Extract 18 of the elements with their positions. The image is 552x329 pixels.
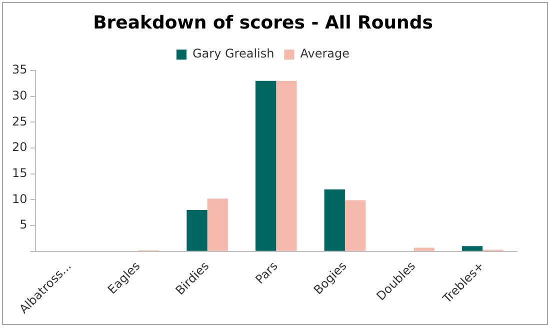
y-tick-label: 25 — [12, 114, 28, 128]
bar — [414, 248, 434, 251]
bar — [324, 189, 345, 251]
y-tick-label: 5 — [20, 218, 28, 232]
bar — [462, 246, 483, 251]
chart-title: Breakdown of scores - All Rounds — [93, 12, 433, 34]
y-tick-label: 15 — [12, 166, 28, 180]
y-tick-label: 35 — [12, 62, 28, 77]
bar — [276, 80, 297, 251]
bar — [344, 200, 366, 251]
bar — [207, 198, 228, 251]
bar — [186, 210, 208, 251]
legend-label: Gary Grealish — [192, 46, 274, 61]
y-tick-label: 30 — [12, 88, 28, 103]
y-tick-label: 10 — [12, 192, 28, 206]
bar — [255, 80, 276, 251]
legend-label: Average — [300, 46, 350, 61]
y-tick-label: 20 — [12, 140, 28, 154]
